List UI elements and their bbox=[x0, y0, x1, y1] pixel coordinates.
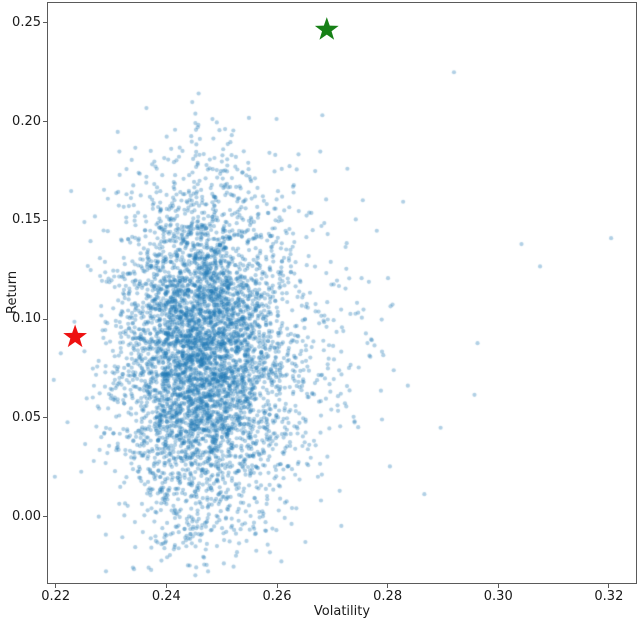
x-tick-label: 0.26 bbox=[262, 589, 292, 604]
x-tick-mark bbox=[55, 584, 57, 588]
x-tick-label: 0.22 bbox=[41, 589, 71, 604]
x-tick-mark bbox=[387, 584, 389, 588]
y-tick-mark bbox=[43, 22, 47, 24]
y-tick-mark bbox=[43, 417, 47, 419]
x-tick-mark bbox=[497, 584, 499, 588]
y-tick-mark bbox=[43, 121, 47, 123]
x-tick-label: 0.24 bbox=[151, 589, 181, 604]
y-tick-mark bbox=[43, 219, 47, 221]
y-tick-label: 0.15 bbox=[12, 212, 41, 228]
x-tick-mark bbox=[276, 584, 278, 588]
y-tick-mark bbox=[43, 516, 47, 518]
x-tick-mark bbox=[165, 584, 167, 588]
y-tick-label: 0.00 bbox=[12, 508, 41, 524]
plot-area bbox=[47, 2, 637, 584]
x-axis-label: Volatility bbox=[313, 604, 371, 619]
x-tick-label: 0.30 bbox=[483, 589, 513, 604]
y-tick-label: 0.20 bbox=[12, 113, 41, 129]
scatter-points-canvas bbox=[48, 3, 636, 583]
y-tick-label: 0.25 bbox=[12, 14, 41, 30]
x-tick-mark bbox=[608, 584, 610, 588]
y-axis-label: Return bbox=[5, 270, 20, 314]
y-tick-mark bbox=[43, 318, 47, 320]
y-tick-label: 0.05 bbox=[12, 409, 41, 425]
x-tick-label: 0.32 bbox=[594, 589, 624, 604]
x-tick-label: 0.28 bbox=[373, 589, 403, 604]
y-tick-label: 0.10 bbox=[12, 311, 41, 327]
